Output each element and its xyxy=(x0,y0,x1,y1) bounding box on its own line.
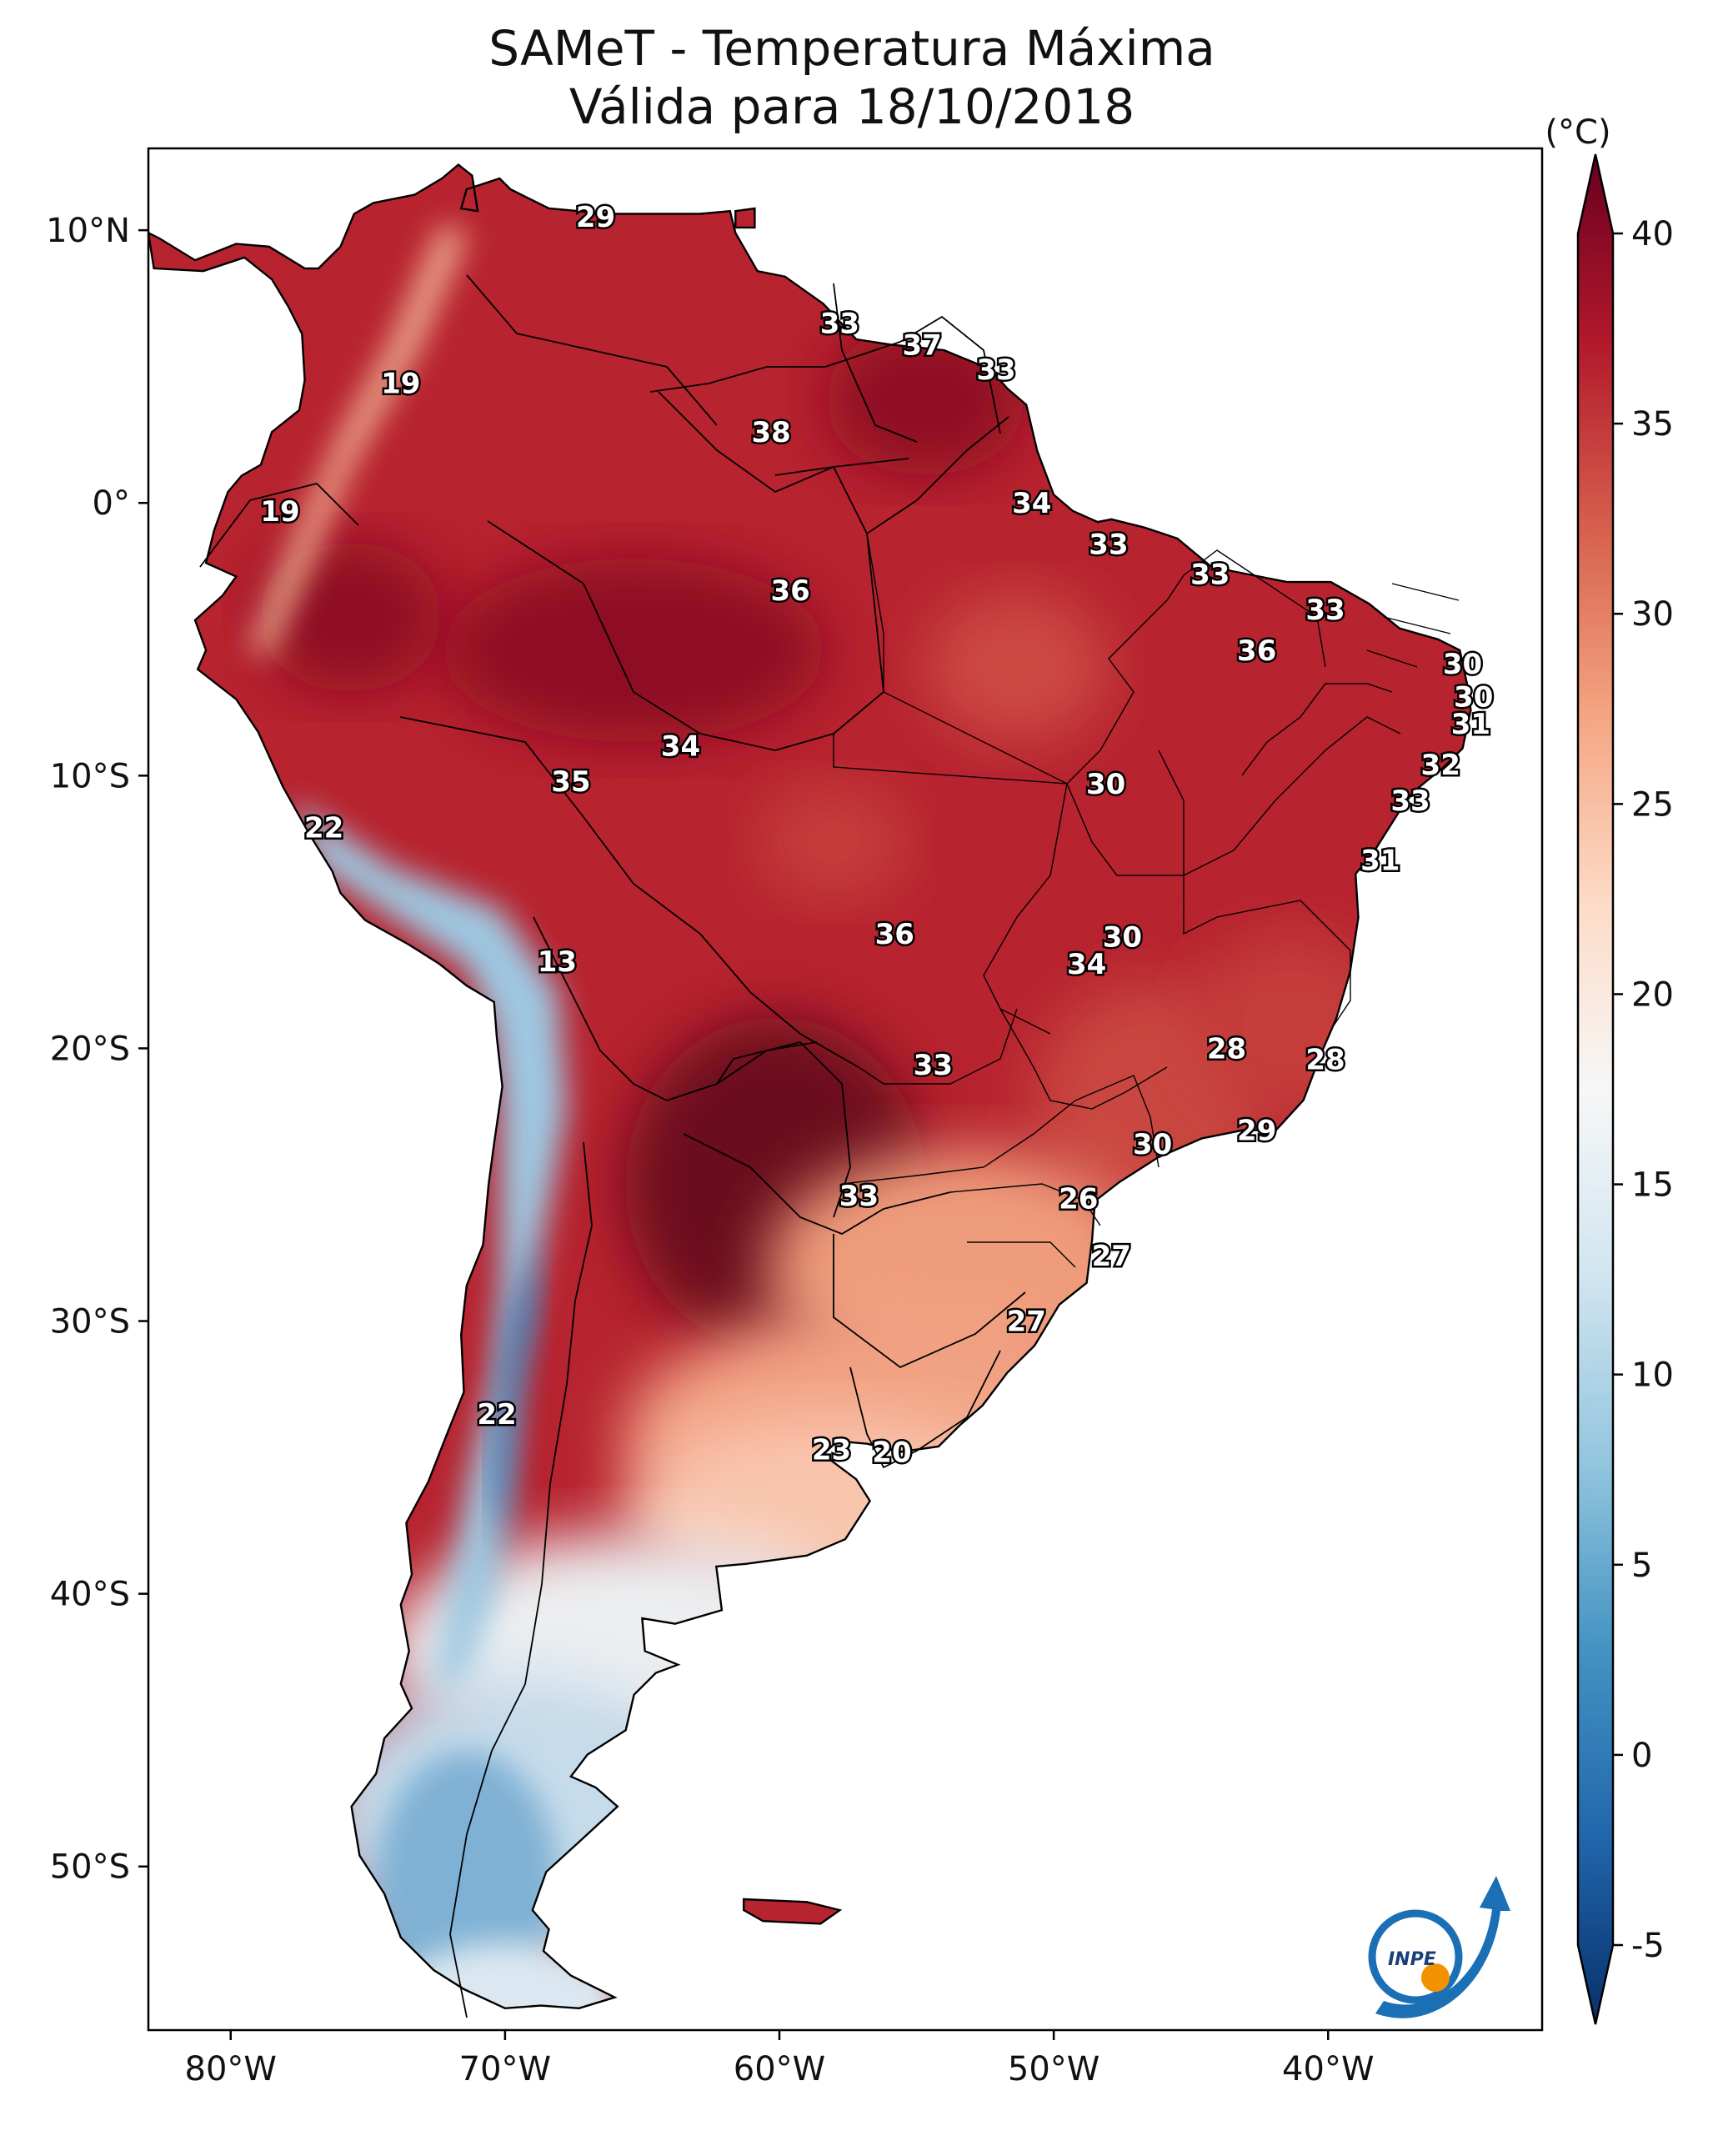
temperature-value-label: 19 xyxy=(381,367,420,400)
temperature-value-label: 36 xyxy=(1237,634,1276,668)
colorbar-tick-label: 35 xyxy=(1631,405,1674,444)
map-title-line1: SAMeT - Temperatura Máxima xyxy=(488,20,1215,77)
map-frame xyxy=(147,147,1544,2032)
latitude-tick-label: 50°S xyxy=(50,1848,130,1887)
temperature-value-label: 31 xyxy=(1360,845,1400,878)
hot-core-amazon xyxy=(442,559,825,742)
longitude-tick-label: 80°W xyxy=(185,2050,277,2088)
temperature-value-label: 36 xyxy=(771,574,810,608)
latitude-tick-label: 10°S xyxy=(50,757,130,795)
temperature-value-label: 22 xyxy=(304,811,343,845)
colorbar-ticks: -5 0 5 10 15 20 25 30 35 40 xyxy=(1613,215,1674,1965)
latitude-tick-label: 20°S xyxy=(50,1030,130,1068)
andes-very-cold-strip xyxy=(492,1234,542,1551)
temperature-value-label: 33 xyxy=(1190,558,1230,591)
longitude-tick-label: 50°W xyxy=(1008,2050,1099,2088)
temperature-value-label: 30 xyxy=(1086,768,1125,801)
temperature-value-label: 37 xyxy=(902,329,941,363)
inpe-logo-arrow xyxy=(1375,1876,1510,2018)
colorbar-tick-label: 5 xyxy=(1631,1547,1652,1585)
temperature-value-label: 33 xyxy=(820,307,859,340)
inpe-logo-ring xyxy=(1368,1909,1463,2004)
temperature-value-label: 30 xyxy=(1103,920,1142,954)
temperature-field xyxy=(148,164,1471,2008)
colorbar-tick-label: 0 xyxy=(1631,1737,1652,1775)
temperature-value-label: 33 xyxy=(1305,594,1345,627)
inpe-logo-text: INPE xyxy=(1388,1949,1436,1970)
temperature-value-label: 20 xyxy=(872,1436,911,1470)
temperature-value-label: 34 xyxy=(1067,948,1106,981)
colombia-andes-cool xyxy=(250,225,467,659)
temperature-value-label: 30 xyxy=(1443,648,1482,681)
colorbar-tick-label: 10 xyxy=(1631,1356,1674,1395)
temperature-value-label: 29 xyxy=(1237,1115,1276,1148)
inpe-logo: INPE xyxy=(1368,1876,1510,2018)
temperature-value-label: 28 xyxy=(1207,1032,1246,1065)
temperature-value-label: 31 xyxy=(1451,708,1490,741)
longitude-tick-label: 60°W xyxy=(734,2050,825,2088)
longitude-tick-label: 70°W xyxy=(459,2050,551,2088)
temperature-value-label: 19 xyxy=(260,495,299,529)
longitude-axis: 80°W 70°W 60°W 50°W 40°W xyxy=(185,2030,1375,2088)
latitude-tick-label: 10°N xyxy=(46,212,130,250)
colorbar-tick-label: 15 xyxy=(1631,1166,1674,1205)
temperature-value-label: 27 xyxy=(1007,1306,1046,1339)
country-borders xyxy=(199,274,1026,2018)
colorbar-units: (°C) xyxy=(1545,113,1610,152)
temperature-value-label: 34 xyxy=(1012,487,1051,520)
temperature-value-label: 38 xyxy=(751,416,790,449)
state-borders xyxy=(833,533,1460,1268)
hot-core-amazon-west xyxy=(258,542,442,692)
colorbar: -5 0 5 10 15 20 25 30 35 40 (°C) xyxy=(1545,113,1674,2025)
latitude-tick-label: 0° xyxy=(93,484,130,523)
temperature-value-label: 27 xyxy=(1092,1240,1131,1273)
temperature-value-label: 28 xyxy=(1305,1044,1345,1077)
longitude-tick-label: 40°W xyxy=(1282,2050,1374,2088)
colorbar-tick-label: 20 xyxy=(1631,975,1674,1014)
temperature-value-label: 22 xyxy=(477,1398,516,1431)
temperature-value-label: 26 xyxy=(1059,1182,1098,1216)
colorbar-body xyxy=(1576,153,1615,2025)
temperature-value-label: 35 xyxy=(551,765,590,799)
temperature-value-label: 30 xyxy=(1133,1128,1172,1161)
temperature-value-label: 29 xyxy=(576,201,615,234)
temperature-value-label: 23 xyxy=(812,1433,851,1467)
colorbar-tick-label: -5 xyxy=(1631,1927,1665,1965)
temperature-value-label: 33 xyxy=(976,353,1015,387)
temperature-value-label: 32 xyxy=(1421,749,1460,782)
temperature-value-label: 36 xyxy=(875,918,914,951)
temperature-value-label: 30 xyxy=(1454,680,1493,714)
colorbar-tick-label: 40 xyxy=(1631,215,1674,253)
temperature-value-label: 33 xyxy=(1089,528,1128,561)
coastline xyxy=(148,163,1472,2010)
temperature-value-label: 33 xyxy=(914,1049,953,1082)
temperature-value-label: 13 xyxy=(538,945,577,979)
latitude-tick-label: 40°S xyxy=(50,1576,130,1614)
temperature-value-label: 33 xyxy=(1390,785,1430,818)
inpe-logo-sun xyxy=(1421,1963,1450,1992)
latitude-tick-label: 30°S xyxy=(50,1303,130,1341)
mild-zone-mato-grosso xyxy=(759,784,909,900)
colorbar-tick-label: 30 xyxy=(1631,595,1674,634)
latitude-axis: 10°N 0° 10°S 20°S 30°S 40°S 50°S xyxy=(46,212,148,1887)
colorbar-tick-label: 25 xyxy=(1631,785,1674,824)
temperature-value-label: 34 xyxy=(661,730,700,763)
mild-zone-central-brazil xyxy=(925,592,1109,742)
map-title-line2: Válida para 18/10/2018 xyxy=(569,78,1134,135)
temperature-value-label: 33 xyxy=(839,1180,879,1213)
